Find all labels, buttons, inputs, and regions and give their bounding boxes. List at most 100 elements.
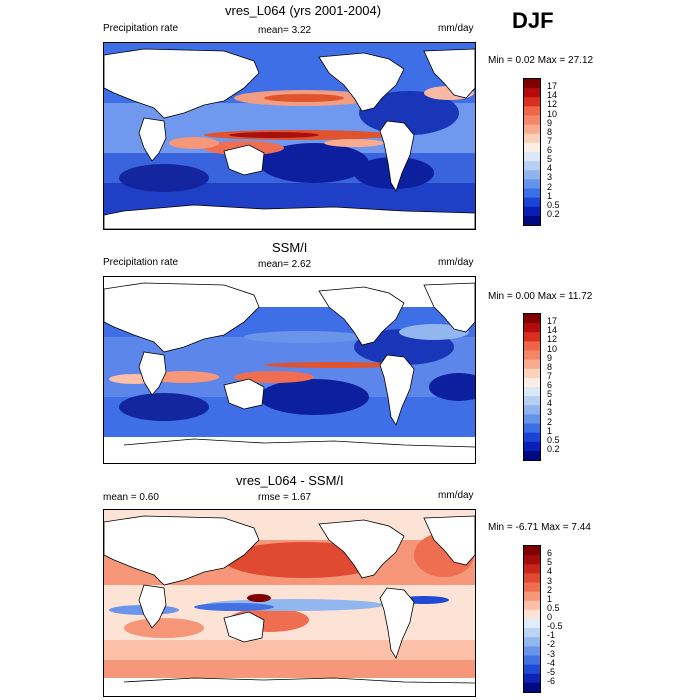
panel-1-map (103, 42, 476, 230)
panel-1-colorbar (523, 78, 541, 226)
colorbar-swatch (524, 115, 540, 126)
colorbar-swatch (524, 170, 540, 180)
colorbar-swatch (524, 314, 540, 324)
colorbar-swatch (524, 377, 540, 388)
colorbar-tick-label: -4 (547, 657, 556, 668)
panel-3-units-label: mm/day (438, 490, 474, 501)
season-label: DJF (512, 8, 554, 33)
colorbar-swatch (524, 646, 540, 657)
panel-1-title: vres_L064 (yrs 2001-2004) (225, 3, 382, 18)
panel-3-map (103, 509, 476, 697)
panel-1-colorbar-swatches (524, 79, 540, 226)
colorbar-tick-label: 9 (547, 352, 553, 363)
panel-1-units-label: mm/day (438, 23, 474, 34)
colorbar-swatch (524, 215, 540, 226)
colorbar-swatch (524, 396, 540, 406)
panel-2-map (103, 276, 476, 464)
colorbar-swatch (524, 564, 540, 574)
colorbar-swatch (524, 619, 540, 629)
colorbar-swatch (524, 79, 540, 89)
colorbar-swatch (524, 555, 540, 565)
panel-1-mean-label: mean= 3.22 (258, 25, 312, 36)
panel-2-mean-label: mean= 2.62 (258, 259, 312, 270)
colorbar-tick-label: 7 (547, 135, 553, 146)
colorbar-tick-label: -5 (547, 666, 556, 677)
colorbar-swatch (524, 600, 540, 611)
panel-1-minmax-label: Min = 0.02 Max = 27.12 (488, 55, 594, 66)
colorbar-tick-label: 3 (547, 575, 553, 586)
colorbar-swatch (524, 188, 540, 199)
colorbar-swatch (524, 323, 540, 333)
precip-difference-map-graphic (104, 510, 475, 696)
colorbar-swatch (524, 133, 540, 144)
colorbar-swatch (524, 161, 540, 171)
panel-3-minmax-label: Min = -6.71 Max = 7.44 (488, 522, 591, 533)
colorbar-tick-label: 3 (547, 172, 553, 183)
panel-3-title: vres_L064 - SSM/I (236, 473, 344, 488)
colorbar-swatch (524, 655, 540, 666)
colorbar-swatch (524, 197, 540, 208)
colorbar-tick-label: 4 (547, 566, 553, 577)
colorbar-tick-label: 0.5 (547, 434, 560, 445)
colorbar-tick-label: 10 (547, 343, 558, 354)
colorbar-swatch (524, 179, 540, 190)
colorbar-tick-label: 7 (547, 370, 553, 381)
precip-model-map-graphic (104, 43, 475, 229)
colorbar-swatch (524, 405, 540, 415)
panel-2-variable-label: Precipitation rate (103, 257, 179, 268)
colorbar-tick-label: 1 (547, 190, 553, 201)
colorbar-tick-label: 14 (547, 90, 558, 101)
colorbar-tick-label: 0.2 (547, 443, 560, 454)
panel-3-colorbar-swatches (524, 546, 540, 693)
colorbar-tick-label: 5 (547, 557, 553, 568)
panel-2-title: SSM/I (272, 240, 308, 255)
colorbar-tick-label: 6 (547, 380, 553, 390)
colorbar-tick-label: 17 (547, 81, 558, 92)
colorbar-tick-label: 2 (547, 181, 553, 192)
colorbar-swatch (524, 441, 540, 452)
colorbar-swatch (524, 450, 540, 461)
colorbar-swatch (524, 432, 540, 443)
colorbar-swatch (524, 582, 540, 593)
colorbar-tick-label: 1 (547, 593, 553, 604)
colorbar-tick-label: 2 (547, 416, 553, 427)
colorbar-swatch (524, 350, 540, 361)
panel-2-colorbar-swatches (524, 314, 540, 461)
colorbar-tick-label: 8 (547, 361, 553, 372)
panel-3-mean-label: mean = 0.60 (103, 492, 159, 503)
colorbar-swatch (524, 591, 540, 602)
colorbar-swatch (524, 88, 540, 98)
panel-1-variable-label: Precipitation rate (103, 23, 179, 34)
colorbar-swatch (524, 414, 540, 425)
colorbar-tick-label: 6 (547, 145, 553, 155)
colorbar-tick-label: 0.5 (547, 199, 560, 210)
colorbar-swatch (524, 387, 540, 397)
colorbar-swatch (524, 546, 540, 556)
colorbar-swatch (524, 664, 540, 675)
colorbar-swatch (524, 97, 540, 107)
colorbar-tick-label: 0.5 (547, 602, 560, 613)
colorbar-swatch (524, 341, 540, 352)
colorbar-tick-label: 12 (547, 334, 558, 345)
colorbar-tick-label: -6 (547, 675, 556, 686)
panel-2-colorbar (523, 313, 541, 461)
colorbar-tick-label: 9 (547, 117, 553, 128)
colorbar-swatch (524, 423, 540, 434)
colorbar-tick-label: 10 (547, 108, 558, 119)
colorbar-swatch (524, 124, 540, 135)
colorbar-swatch (524, 142, 540, 153)
colorbar-tick-label: 4 (547, 163, 553, 174)
colorbar-tick-label: 0 (547, 612, 553, 622)
colorbar-tick-label: 8 (547, 126, 553, 137)
colorbar-tick-label: -0.5 (547, 621, 563, 632)
colorbar-swatch (524, 206, 540, 217)
colorbar-tick-label: -2 (547, 639, 556, 650)
colorbar-tick-label: 17 (547, 316, 558, 327)
colorbar-swatch (524, 106, 540, 117)
colorbar-tick-label: 14 (547, 325, 558, 336)
colorbar-tick-label: 6 (547, 548, 553, 559)
colorbar-tick-label: 2 (547, 584, 553, 595)
colorbar-swatch (524, 673, 540, 684)
colorbar-swatch (524, 573, 540, 584)
colorbar-tick-label: 3 (547, 407, 553, 418)
